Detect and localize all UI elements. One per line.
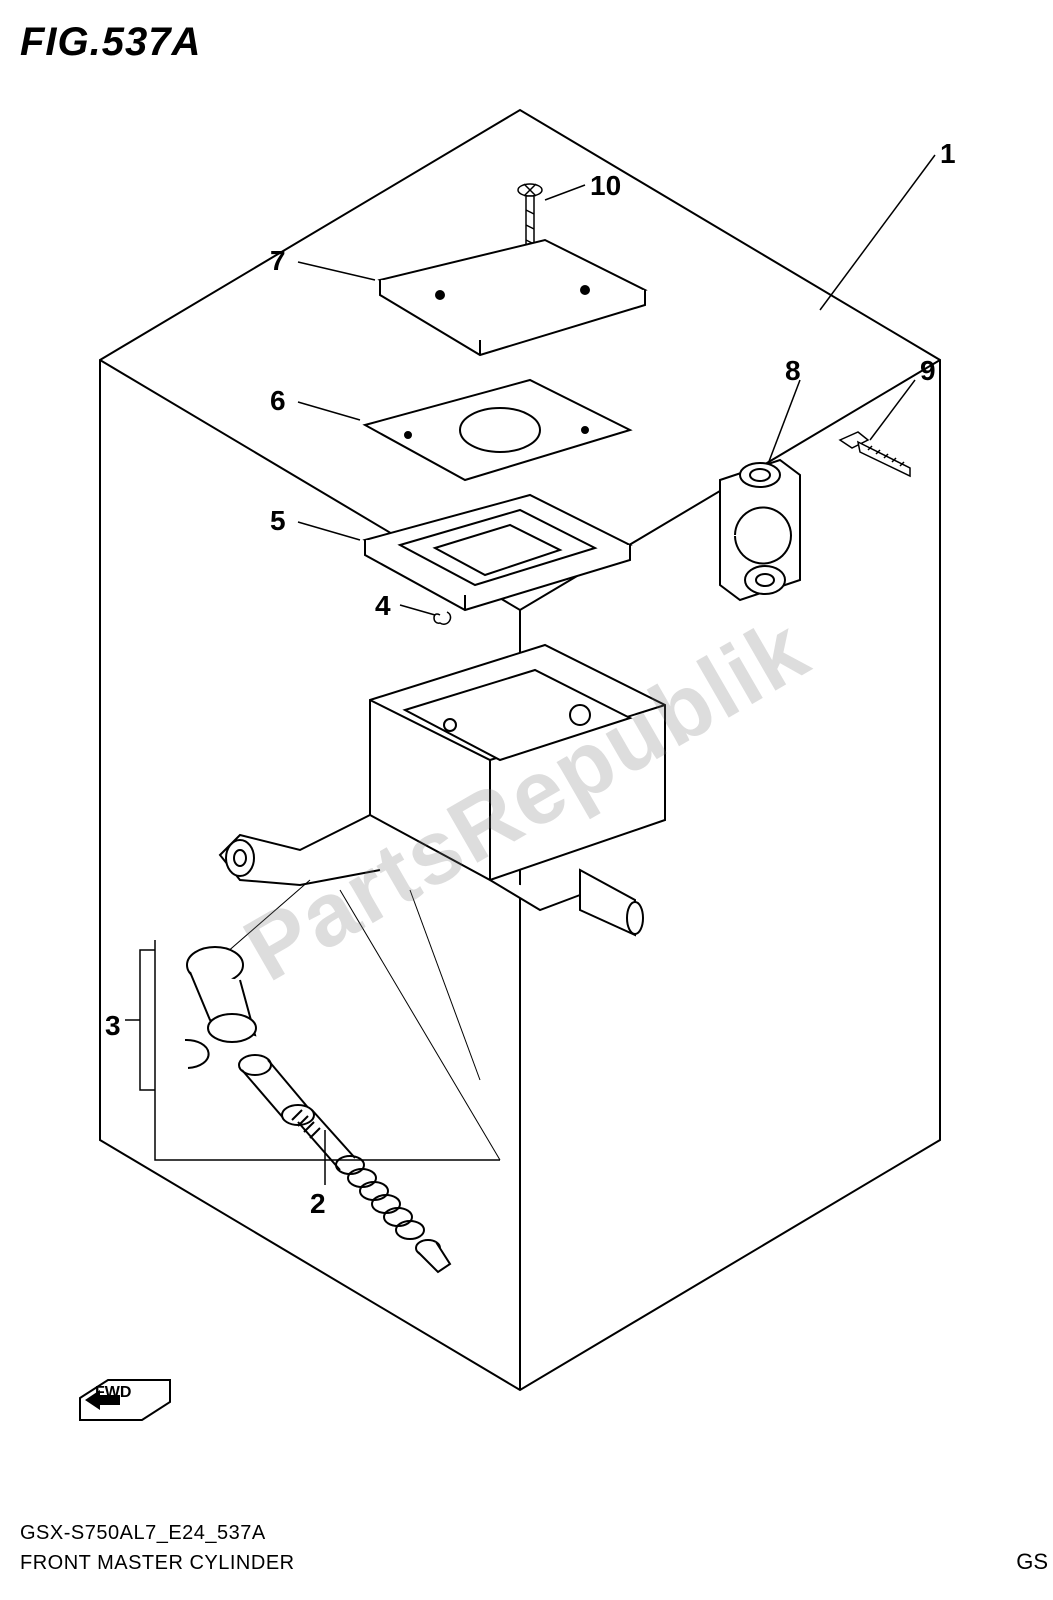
footer-name: FRONT MASTER CYLINDER [20,1552,295,1575]
callout-2: 2 [310,1188,326,1220]
callout-6: 6 [270,385,286,417]
callout-5: 5 [270,505,286,537]
callout-4: 4 [375,590,391,622]
parts-diagram-svg [40,80,1010,1480]
figure-title: FIG.537A [20,20,201,65]
callout-1: 1 [940,138,956,170]
callout-7: 7 [270,245,286,277]
footer-code: GSX-S750AL7_E24_537A [20,1522,266,1545]
footer-right: GS [1016,1549,1048,1575]
fwd-label: FWD [95,1384,131,1402]
callout-8: 8 [785,355,801,387]
callout-3: 3 [105,1010,121,1042]
callout-9: 9 [920,355,936,387]
callout-10: 10 [590,170,621,202]
diagram-area: 1 10 7 8 9 6 5 4 3 2 [40,80,1010,1480]
